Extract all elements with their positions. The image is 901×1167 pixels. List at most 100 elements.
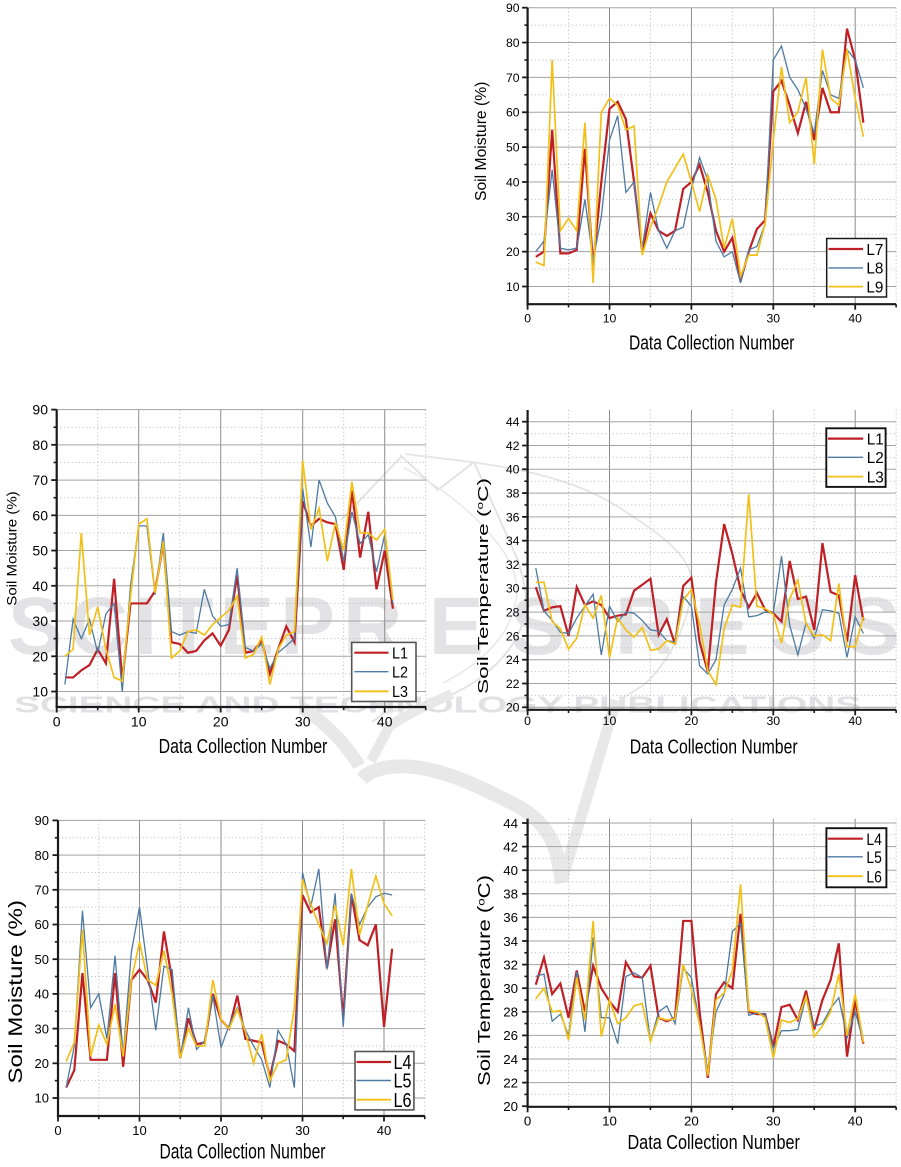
svg-text:0: 0 <box>54 1123 61 1138</box>
svg-text:30: 30 <box>35 1021 49 1036</box>
svg-text:30: 30 <box>506 582 520 596</box>
svg-text:34: 34 <box>503 934 518 949</box>
svg-text:40: 40 <box>503 863 518 878</box>
svg-text:L4: L4 <box>866 830 882 849</box>
svg-text:20: 20 <box>32 648 48 664</box>
svg-text:28: 28 <box>503 1005 518 1020</box>
svg-text:28: 28 <box>506 606 520 620</box>
svg-text:24: 24 <box>503 1052 518 1067</box>
svg-text:L3: L3 <box>392 684 408 701</box>
svg-text:80: 80 <box>506 36 520 50</box>
svg-text:Soil Moisture (%): Soil Moisture (%) <box>4 491 20 605</box>
svg-text:60: 60 <box>35 917 49 932</box>
svg-text:Data Collection Number: Data Collection Number <box>159 735 328 758</box>
svg-text:Soil Temperature (oC): Soil Temperature (oC) <box>474 478 491 694</box>
svg-text:10: 10 <box>132 1123 146 1138</box>
svg-text:30: 30 <box>503 981 518 996</box>
svg-text:44: 44 <box>503 816 518 831</box>
svg-text:L3: L3 <box>867 469 884 486</box>
svg-text:80: 80 <box>32 437 48 453</box>
svg-text:50: 50 <box>506 140 520 154</box>
svg-text:40: 40 <box>377 713 393 729</box>
svg-text:10: 10 <box>32 684 48 700</box>
svg-text:10: 10 <box>602 1113 617 1128</box>
svg-text:22: 22 <box>503 1075 518 1090</box>
svg-text:60: 60 <box>506 106 520 120</box>
svg-text:40: 40 <box>848 1113 863 1128</box>
svg-text:26: 26 <box>503 1028 518 1043</box>
svg-text:30: 30 <box>767 312 781 326</box>
svg-text:0: 0 <box>524 312 531 326</box>
svg-text:50: 50 <box>32 543 48 559</box>
svg-text:20: 20 <box>214 1123 228 1138</box>
svg-text:L2: L2 <box>392 664 408 681</box>
svg-text:20: 20 <box>685 312 699 326</box>
svg-text:30: 30 <box>506 210 520 224</box>
svg-text:42: 42 <box>506 439 520 453</box>
svg-text:40: 40 <box>377 1123 391 1138</box>
svg-text:L5: L5 <box>866 848 882 867</box>
svg-text:40: 40 <box>848 714 862 728</box>
svg-text:40: 40 <box>506 463 520 477</box>
svg-text:30: 30 <box>295 713 311 729</box>
svg-text:L2: L2 <box>867 450 884 467</box>
svg-text:0: 0 <box>53 713 61 729</box>
svg-text:90: 90 <box>32 402 48 418</box>
svg-text:40: 40 <box>506 175 520 189</box>
svg-text:32: 32 <box>506 558 520 572</box>
svg-text:26: 26 <box>506 629 520 643</box>
svg-text:0: 0 <box>524 1113 531 1128</box>
svg-text:0: 0 <box>524 714 531 728</box>
svg-text:L6: L6 <box>866 867 882 886</box>
svg-text:30: 30 <box>295 1123 309 1138</box>
svg-text:20: 20 <box>506 245 520 259</box>
svg-text:10: 10 <box>603 312 617 326</box>
svg-text:Data Collection Number: Data Collection Number <box>629 332 795 354</box>
svg-text:24: 24 <box>506 653 520 667</box>
svg-text:Soil Moisture (%): Soil Moisture (%) <box>472 82 490 201</box>
svg-text:20: 20 <box>503 1099 518 1114</box>
svg-text:34: 34 <box>506 534 520 548</box>
svg-text:L5: L5 <box>394 1071 412 1093</box>
svg-text:Data Collection Number: Data Collection Number <box>160 1141 326 1163</box>
svg-text:Soil Moisture (%): Soil Moisture (%) <box>6 900 27 1084</box>
svg-text:Data Collection Number: Data Collection Number <box>630 737 798 759</box>
svg-text:20: 20 <box>506 701 520 715</box>
svg-text:90: 90 <box>35 813 49 828</box>
svg-text:L8: L8 <box>866 261 883 278</box>
svg-text:38: 38 <box>503 887 518 902</box>
svg-text:20: 20 <box>35 1056 49 1071</box>
svg-text:40: 40 <box>32 578 48 594</box>
svg-text:70: 70 <box>35 882 49 897</box>
svg-text:L1: L1 <box>392 645 408 662</box>
svg-text:20: 20 <box>685 714 699 728</box>
svg-text:10: 10 <box>603 714 617 728</box>
svg-text:36: 36 <box>503 910 518 925</box>
svg-text:90: 90 <box>506 1 520 15</box>
svg-text:50: 50 <box>35 952 49 967</box>
svg-text:30: 30 <box>766 714 780 728</box>
svg-text:60: 60 <box>32 507 48 523</box>
svg-text:L9: L9 <box>866 279 883 296</box>
svg-text:20: 20 <box>213 713 229 729</box>
svg-text:L4: L4 <box>394 1052 412 1074</box>
svg-text:Data Collection Number: Data Collection Number <box>627 1132 800 1154</box>
svg-text:40: 40 <box>848 312 862 326</box>
svg-text:30: 30 <box>766 1113 781 1128</box>
svg-text:Soil Temperature (oC): Soil Temperature (oC) <box>474 875 493 1086</box>
svg-text:20: 20 <box>684 1113 699 1128</box>
svg-text:22: 22 <box>506 677 520 691</box>
svg-text:10: 10 <box>131 713 147 729</box>
svg-text:10: 10 <box>35 1091 49 1106</box>
svg-text:L1: L1 <box>867 431 884 448</box>
svg-text:36: 36 <box>506 510 520 524</box>
svg-text:70: 70 <box>32 472 48 488</box>
svg-text:70: 70 <box>506 71 520 85</box>
svg-text:32: 32 <box>503 957 518 972</box>
svg-text:40: 40 <box>35 987 49 1002</box>
svg-text:L6: L6 <box>394 1090 412 1112</box>
svg-text:44: 44 <box>506 415 520 429</box>
svg-text:80: 80 <box>35 848 49 863</box>
svg-text:30: 30 <box>32 613 48 629</box>
svg-text:L7: L7 <box>866 242 883 259</box>
